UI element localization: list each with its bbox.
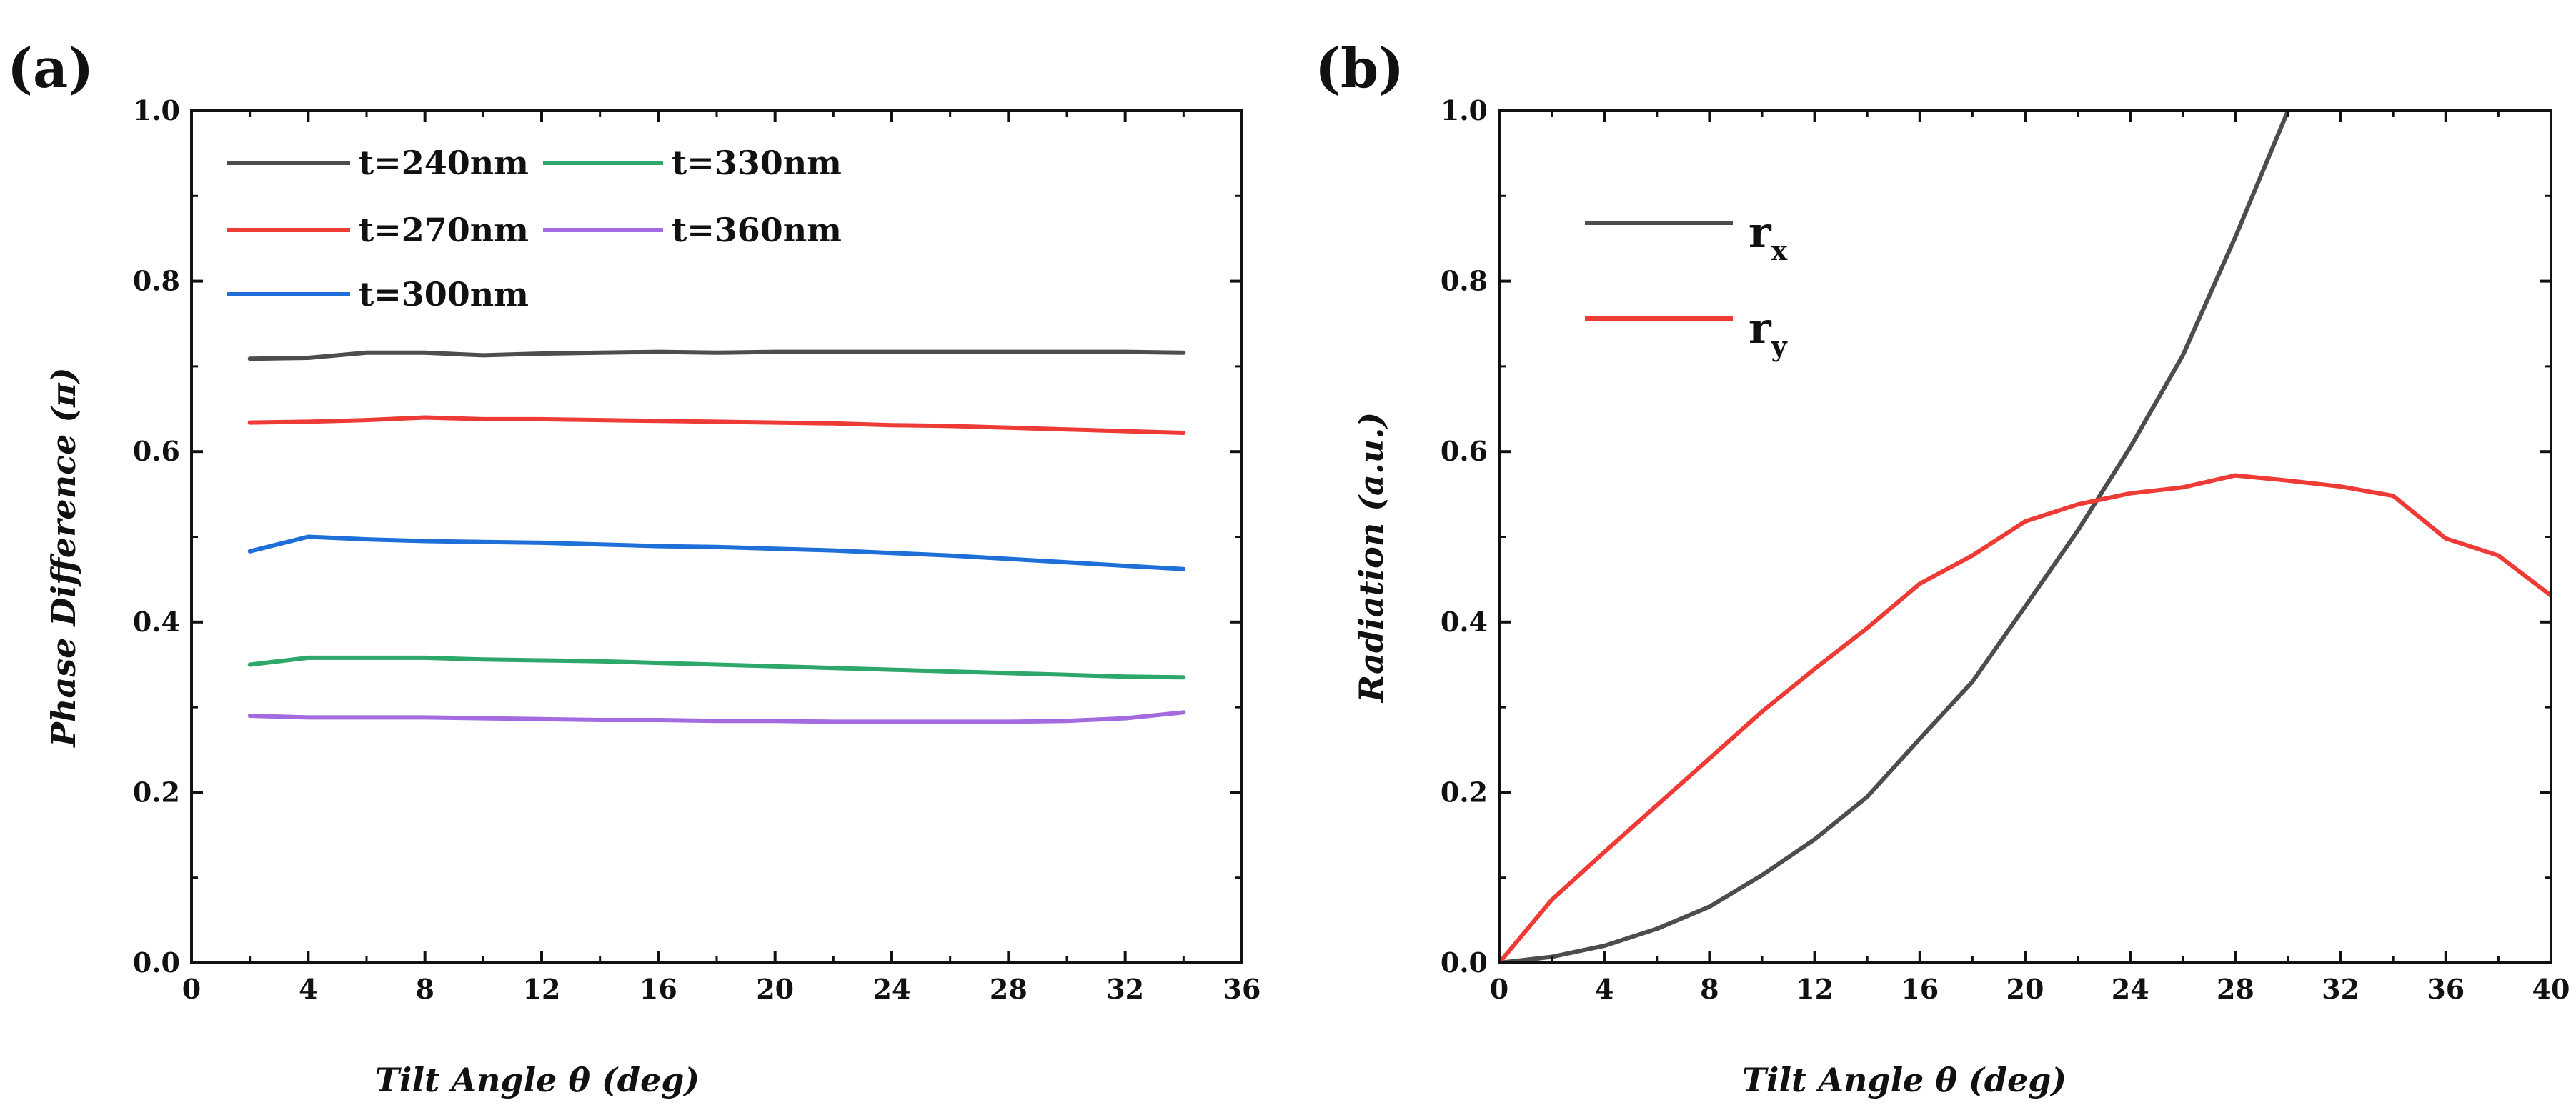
panel-a-y-tick-label: 0.6 — [133, 435, 180, 467]
legend-label-rx-sub: x — [1771, 234, 1788, 266]
panel-b-x-axis-title: Tilt Angle θ (deg) — [1742, 1061, 2067, 1099]
legend-label-ry-sub: y — [1771, 330, 1788, 362]
panel-b-x-tick-label: 40 — [2532, 973, 2570, 1005]
legend-label-rx: rx — [1749, 208, 1788, 266]
panel-b-label: (b) — [1315, 36, 1404, 100]
panel-b-x-tick-label: 36 — [2427, 973, 2465, 1005]
panel-a-x-tick-label: 16 — [640, 973, 677, 1005]
panel-b-x-tick-label: 0 — [1490, 973, 1508, 1005]
legend-label-t240: t=240nm — [359, 144, 529, 182]
panel-a-x-tick-labels: 0 4 8 12 16 20 24 28 32 36 — [182, 973, 1261, 1005]
panel-a-y-tick-label: 0.2 — [133, 776, 180, 808]
panel-b-y-tick-labels: 0.0 0.2 0.4 0.6 0.8 1.0 — [1441, 94, 1488, 979]
panel-b-x-tick-label: 24 — [2112, 973, 2149, 1005]
panel-b-y-tick-label: 0.0 — [1441, 946, 1488, 979]
legend-label-ry: ry — [1749, 304, 1788, 362]
panel-b-legend: rx ry — [1585, 208, 1788, 362]
legend-label-rx-main: r — [1749, 208, 1772, 258]
panel-b-y-tick-label: 1.0 — [1441, 94, 1488, 126]
legend-label-t270: t=270nm — [359, 211, 529, 249]
panel-a-y-tick-label: 1.0 — [133, 94, 180, 126]
panel-a-x-tick-label: 4 — [299, 973, 317, 1005]
panel-b-x-tick-labels: 0 4 8 12 16 20 24 28 32 36 40 — [1490, 973, 2570, 1005]
panel-b-y-tick-label: 0.2 — [1441, 776, 1488, 808]
panel-b: (b) 0 4 8 12 16 20 24 28 32 36 40 0.0 0.2 0.4 0.6 0.8 1… — [1315, 36, 2570, 1099]
panel-a-y-tick-label: 0.4 — [133, 606, 180, 638]
panel-b-y-tick-label: 0.6 — [1441, 435, 1488, 467]
legend-label-t300: t=300nm — [359, 275, 529, 314]
legend-label-t360: t=360nm — [672, 211, 842, 249]
panel-a-legend: t=240nm t=330nm t=270nm t=360nm t=300nm — [227, 144, 842, 314]
panel-a-y-tick-label: 0.8 — [133, 265, 180, 297]
panel-b-x-tick-label: 32 — [2322, 973, 2359, 1005]
panel-b-x-tick-label: 28 — [2217, 973, 2254, 1005]
panel-a-x-tick-label: 36 — [1223, 973, 1261, 1005]
panel-b-y-axis-title: Radiation (a.u.) — [1352, 412, 1391, 704]
panel-a-label: (a) — [7, 36, 94, 100]
panel-b-series-line-1 — [1499, 111, 2290, 963]
legend-label-t330: t=330nm — [672, 144, 842, 182]
panel-b-axes-frame — [1498, 109, 2552, 964]
panel-a-series-line-4 — [247, 655, 1186, 680]
panel-a-x-tick-label: 8 — [415, 973, 434, 1005]
panel-b-x-tick-label: 4 — [1595, 973, 1613, 1005]
panel-a-series-line-1 — [247, 349, 1186, 361]
legend-label-ry-main: r — [1749, 304, 1772, 354]
panel-a: (a) 0 4 8 12 16 20 24 28 32 36 0.0 0.2 0.4 0.6 0.8 1.0… — [7, 36, 1260, 1099]
panel-a-y-axis-title: Phase Difference (π) — [44, 367, 83, 748]
panel-b-x-tick-label: 20 — [2006, 973, 2044, 1005]
panel-a-x-tick-label: 24 — [873, 973, 911, 1005]
panel-a-series-line-5 — [247, 710, 1186, 724]
panel-a-y-tick-labels: 0.0 0.2 0.4 0.6 0.8 1.0 — [133, 94, 180, 979]
panel-b-y-tick-label: 0.8 — [1441, 265, 1488, 297]
panel-b-series-line-2 — [1499, 473, 2551, 963]
panel-a-x-tick-label: 32 — [1106, 973, 1144, 1005]
panel-b-y-tick-label: 0.4 — [1441, 606, 1488, 638]
panel-a-x-tick-label: 28 — [990, 973, 1028, 1005]
panel-a-x-tick-label: 12 — [523, 973, 561, 1005]
panel-a-plot-area — [190, 109, 1243, 964]
panel-a-series-line-3 — [247, 534, 1186, 571]
panel-a-x-tick-label: 20 — [756, 973, 794, 1005]
panel-a-x-tick-label: 0 — [182, 973, 201, 1005]
panel-b-x-tick-label: 8 — [1700, 973, 1719, 1005]
panel-b-x-tick-label: 16 — [1901, 973, 1939, 1005]
panel-b-x-tick-label: 12 — [1796, 973, 1834, 1005]
panel-a-series-line-2 — [247, 415, 1186, 435]
panel-b-plot-area — [1498, 109, 2552, 964]
panel-a-x-axis-title: Tilt Angle θ (deg) — [375, 1061, 700, 1099]
panel-a-y-tick-label: 0.0 — [133, 946, 180, 979]
